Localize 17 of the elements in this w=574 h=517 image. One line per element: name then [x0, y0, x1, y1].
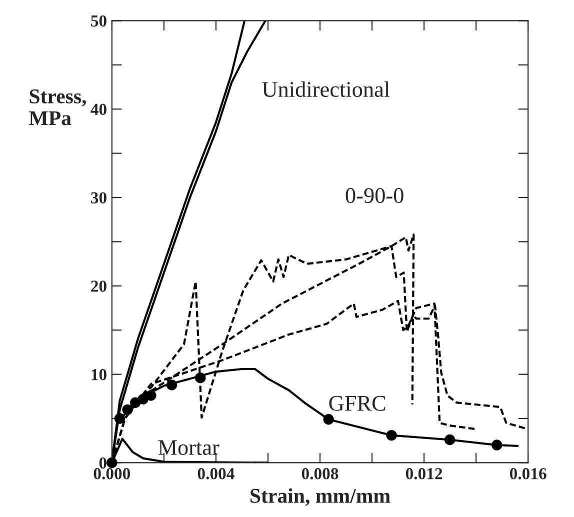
- x-tick-label: 0.016: [510, 468, 546, 480]
- x-tick-label: 0.012: [406, 468, 442, 480]
- y-tick-label: 30: [91, 192, 106, 204]
- annotation: Mortar: [158, 440, 220, 456]
- x-tick-label: 0.000: [94, 468, 130, 480]
- y-tick-label: 10: [92, 369, 106, 380]
- annotation: 0-90-0: [346, 188, 404, 204]
- y-axis-title: Stress, MPa: [29, 89, 86, 126]
- annotation: GFRC: [329, 396, 386, 411]
- x-axis-title: Strain, mm/mm: [250, 488, 390, 506]
- y-tick-label: 20: [91, 280, 106, 292]
- annotation: Unidirectional: [262, 81, 390, 97]
- x-tick-label: 0.008: [302, 468, 338, 480]
- y-tick-label: 40: [90, 104, 106, 116]
- y-tick-label: 0: [99, 457, 106, 469]
- y-tick-label: 50: [91, 15, 106, 27]
- x-tick-label: 0.004: [198, 468, 234, 480]
